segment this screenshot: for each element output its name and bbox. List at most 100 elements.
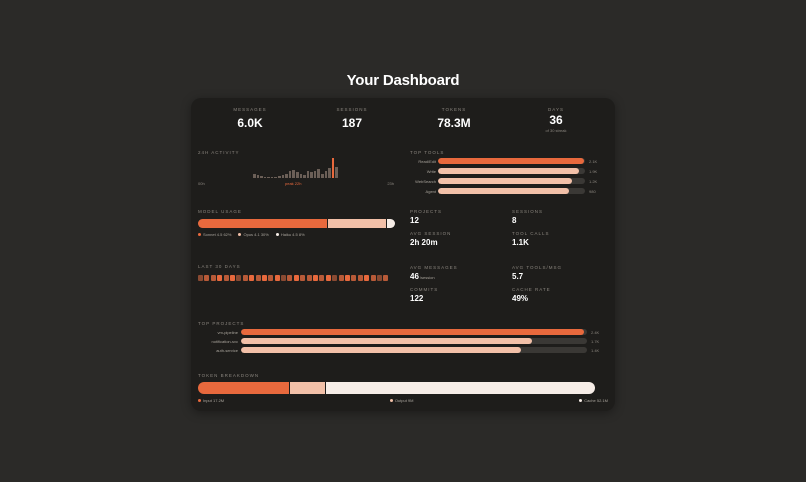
tool-row[interactable]: Agent 980 [410,187,610,195]
project-bar-fill [241,338,532,344]
tool-row[interactable]: WebSearch 1.2K [410,177,610,185]
activity-bar [278,175,281,178]
tool-track [438,188,585,194]
token-breakdown-label: Token breakdown [198,373,260,378]
day-cell[interactable] [249,275,255,281]
project-row[interactable]: notification-svc 1.7K [198,338,608,344]
day-cell[interactable] [281,275,287,281]
stat-value: 187 [341,116,363,130]
metric-label: Avg tools/msg [512,265,563,270]
metric-cache-rate: Cache rate 49% [512,287,551,303]
project-row[interactable]: vm-pipeline 2.4K [198,329,608,335]
project-row[interactable]: auth-service 1.4K [198,347,608,353]
activity-section: 24h activity 00h peak 22h 23h [198,150,394,190]
last-30-days-grid [198,275,394,281]
token-breakdown-bar [198,382,595,394]
last-30-days-section: Last 30 days [198,264,394,281]
metric-tool-calls: Tool calls 1.1K [512,231,550,247]
day-cell[interactable] [242,275,248,281]
tool-bar-fill [438,168,580,174]
activity-bar [263,176,267,178]
activity-bar [324,171,328,178]
activity-bar [292,170,295,178]
day-cell[interactable] [268,275,274,281]
day-cell[interactable] [204,275,210,281]
model-usage-legend: Sonnet 4.5 62% Opus 4.1 30% Haiku 4.5 8% [198,232,394,237]
tool-bar-fill [438,188,569,194]
stat-value: 78.3M [437,116,471,130]
model-usage-section: Model usage Sonnet 4.5 62% Opus 4.1 30% Ha… [198,209,395,237]
activity-bar [267,176,270,178]
day-cell[interactable] [229,275,235,281]
model-usage-segment [198,219,327,228]
tool-track [438,168,585,174]
activity-bar [303,174,306,178]
day-cell[interactable] [210,275,216,281]
tool-row[interactable]: Write 1.9K [410,167,610,175]
top-projects-list: vm-pipeline 2.4K notification-svc 1.7K auth-… [198,329,608,353]
token-legend-item: Cache 52.1M [579,398,608,403]
day-cell[interactable] [306,275,312,281]
last-30-days-label: Last 30 days [198,264,241,269]
day-cell[interactable] [344,275,350,281]
day-cell[interactable] [332,275,338,281]
activity-label: 24h activity [198,150,240,155]
tool-count: 1.2K [589,178,598,184]
day-cell[interactable] [300,275,306,281]
day-cell[interactable] [255,275,261,281]
token-segment [288,382,326,394]
stat-value: 6.0K [237,116,263,130]
metric-label: Sessions [512,209,544,214]
day-cell[interactable] [376,275,382,281]
day-cell[interactable] [319,275,325,281]
project-name: auth-service [216,347,238,353]
metric-projects: Projects 12 [410,209,442,225]
model-usage-legend-item: Sonnet 4.5 62% [198,232,231,237]
stat-label: Tokens [441,107,467,112]
day-cell[interactable] [274,275,280,281]
day-cell[interactable] [351,275,357,281]
day-cell[interactable] [261,275,267,281]
project-name: vm-pipeline [217,329,238,335]
tool-row[interactable]: Read/Edit 2.1K [410,157,610,165]
day-cell[interactable] [313,275,319,281]
tool-name: Read/Edit [418,158,436,164]
token-legend-item: Input 17.2M [198,398,224,403]
day-cell[interactable] [338,275,344,281]
top-projects-section: Top projects vm-pipeline 2.4K notification… [198,321,608,353]
metric-value: 122 [410,294,424,303]
legend-dot-icon [579,399,583,402]
tool-bar-fill [438,178,572,184]
project-count: 1.7K [591,338,600,344]
activity-chart [253,158,338,178]
project-bar-fill [241,329,584,335]
activity-bar [281,174,285,178]
day-cell[interactable] [223,275,229,281]
day-cell[interactable] [287,275,293,281]
model-usage-legend-item: Haiku 4.5 8% [275,232,305,237]
day-cell[interactable] [325,275,331,281]
activity-end-label: 23h [387,181,394,186]
tool-name: Agent [425,188,436,194]
top-tools-list: Read/Edit 2.1K Write 1.9K WebSearch 1.2K Agent… [410,157,610,195]
day-cell[interactable] [217,275,223,281]
day-cell[interactable] [364,275,370,281]
metric-value: 2h 20m [410,238,438,247]
activity-bar [288,171,292,178]
day-cell[interactable] [370,275,376,281]
day-cell[interactable] [357,275,363,281]
activity-bar [274,176,278,178]
stat-sub: of 30 streak [545,128,567,133]
stat-label: Days [548,107,564,112]
day-cell[interactable] [198,275,203,281]
stat-sessions: Sessions 187 [301,107,403,135]
activity-bar [328,168,331,178]
day-cell[interactable] [293,275,299,281]
metric-label: Avg session [410,231,452,236]
activity-bar [260,175,263,178]
project-track [241,338,587,344]
activity-peak-label: peak 22h [285,181,302,186]
day-cell[interactable] [383,275,389,281]
day-cell[interactable] [236,275,242,281]
token-breakdown-legend: Input 17.2M Output 9M Cache 52.1M [198,398,608,403]
